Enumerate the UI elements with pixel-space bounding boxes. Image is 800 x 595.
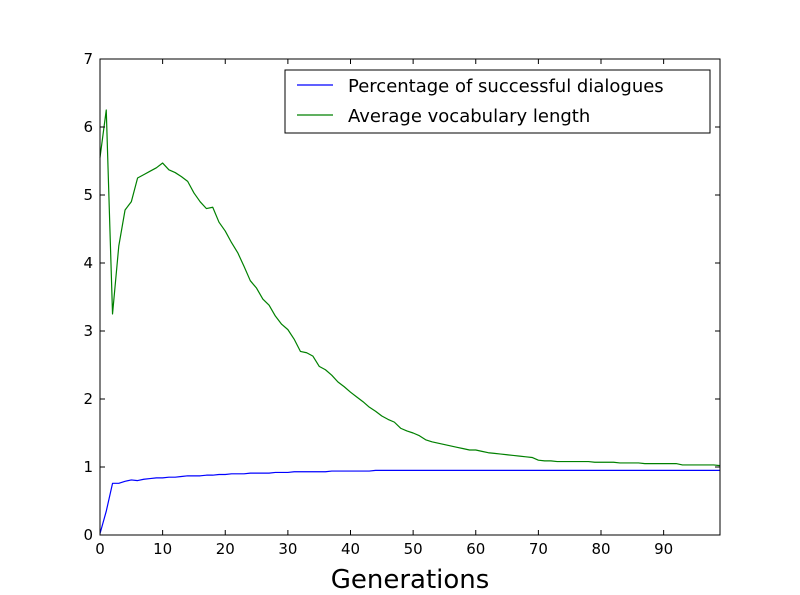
y-tick-label: 3 xyxy=(83,322,93,340)
tick-layer: 0 10 20 30 40 50 60 70 80 90 0 1 2 3 4 5 6 7 xyxy=(83,50,720,558)
y-tick-label: 2 xyxy=(83,390,93,408)
y-tick-label: 6 xyxy=(83,118,93,136)
y-tick-label: 1 xyxy=(83,458,93,476)
legend-label-vocabulary-length: Average vocabulary length xyxy=(348,106,590,127)
x-tick-label: 10 xyxy=(153,540,172,558)
legend-label-successful-dialogues: Percentage of successful dialogues xyxy=(348,76,664,97)
x-tick-label: 90 xyxy=(654,540,673,558)
y-tick-label: 5 xyxy=(83,186,93,204)
x-tick-label: 50 xyxy=(404,540,423,558)
y-tick-label: 0 xyxy=(83,526,93,544)
x-axis-title: Generations xyxy=(331,565,490,595)
plot-area xyxy=(100,59,720,535)
legend-box xyxy=(284,69,711,134)
x-tick-label: 30 xyxy=(278,540,297,558)
x-tick-label: 0 xyxy=(95,540,105,558)
plot-frame xyxy=(99,58,721,536)
x-tick-label: 40 xyxy=(341,540,360,558)
series-line-successful-dialogues xyxy=(99,469,720,534)
x-tick-label: 60 xyxy=(466,540,485,558)
x-tick-label: 70 xyxy=(529,540,548,558)
y-tick-label: 7 xyxy=(83,50,93,68)
y-tick-label: 4 xyxy=(83,254,93,272)
legend: Percentage of successful dialogues Avera… xyxy=(284,69,711,134)
series-layer xyxy=(99,109,721,534)
series-line-vocabulary-length xyxy=(99,109,721,467)
x-tick-label: 20 xyxy=(216,540,235,558)
x-tick-label: 80 xyxy=(591,540,610,558)
